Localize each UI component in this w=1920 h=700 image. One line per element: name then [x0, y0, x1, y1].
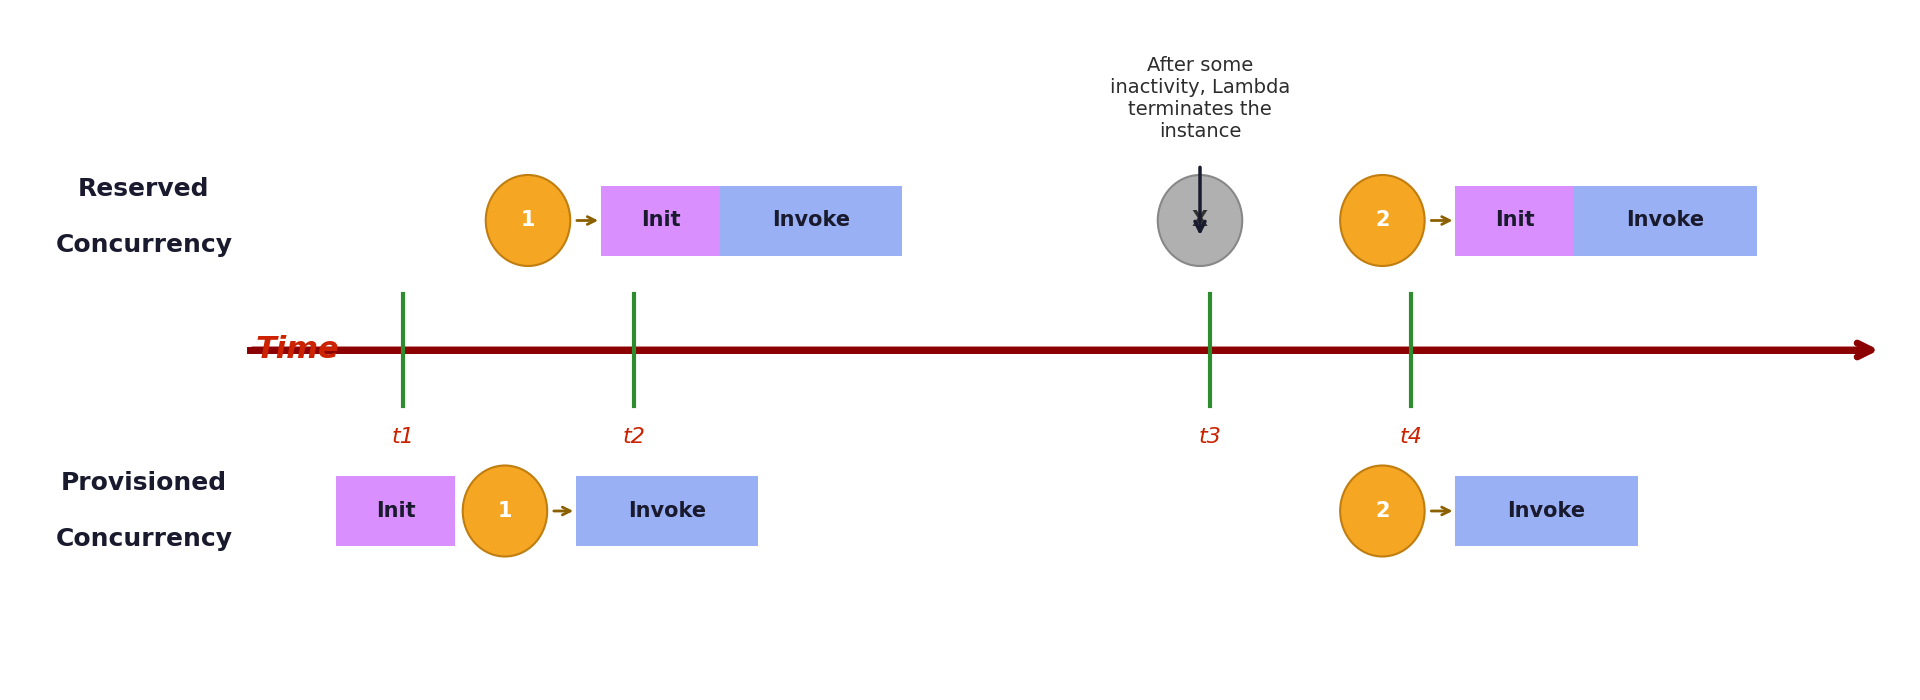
Text: 2: 2 — [1375, 211, 1390, 230]
Text: Init: Init — [1496, 211, 1534, 230]
Text: 1: 1 — [497, 501, 513, 521]
Text: Init: Init — [641, 211, 680, 230]
Text: Invoke: Invoke — [1626, 211, 1705, 230]
Text: 1: 1 — [520, 211, 536, 230]
Text: Time: Time — [255, 335, 340, 365]
Bar — [1455, 476, 1638, 546]
Text: Init: Init — [376, 501, 415, 521]
Text: Reserved: Reserved — [79, 177, 209, 201]
Text: Concurrency: Concurrency — [56, 527, 232, 551]
Text: t2: t2 — [622, 427, 645, 447]
Bar — [336, 476, 455, 546]
Ellipse shape — [463, 466, 547, 556]
Text: t1: t1 — [392, 427, 415, 447]
Text: Provisioned: Provisioned — [61, 471, 227, 495]
Text: Concurrency: Concurrency — [56, 233, 232, 257]
Text: t3: t3 — [1198, 427, 1221, 447]
Text: Invoke: Invoke — [1507, 501, 1586, 521]
Bar — [601, 186, 720, 256]
Text: 2: 2 — [1375, 501, 1390, 521]
Text: t4: t4 — [1400, 427, 1423, 447]
Bar — [1574, 186, 1757, 256]
Text: Invoke: Invoke — [772, 211, 851, 230]
Bar — [720, 186, 902, 256]
Ellipse shape — [486, 175, 570, 266]
Ellipse shape — [1340, 175, 1425, 266]
Text: X: X — [1192, 211, 1208, 230]
Text: Invoke: Invoke — [628, 501, 707, 521]
Bar — [576, 476, 758, 546]
Ellipse shape — [1340, 466, 1425, 556]
Ellipse shape — [1158, 175, 1242, 266]
Bar — [1455, 186, 1574, 256]
Text: After some
inactivity, Lambda
terminates the
instance: After some inactivity, Lambda terminates… — [1110, 56, 1290, 141]
